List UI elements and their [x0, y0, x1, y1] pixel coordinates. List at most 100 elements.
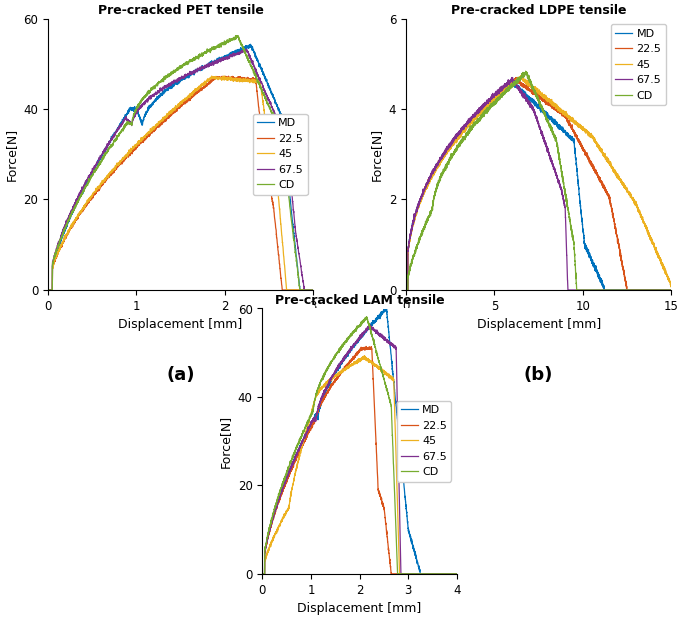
45	[253, 77, 261, 85]
22.5	[258, 570, 266, 578]
CD	[659, 286, 667, 294]
CD	[402, 286, 410, 294]
45	[166, 109, 174, 116]
22.5	[595, 173, 603, 181]
MD	[659, 286, 667, 294]
CD	[521, 67, 530, 75]
X-axis label: Displacement [mm]: Displacement [mm]	[119, 318, 242, 331]
67.5	[447, 570, 456, 578]
22.5	[447, 570, 456, 578]
Title: Pre-cracked LAM tensile: Pre-cracked LAM tensile	[275, 294, 445, 307]
MD	[447, 570, 456, 578]
Line: 22.5: 22.5	[48, 76, 313, 290]
CD	[234, 32, 242, 39]
67.5	[301, 286, 310, 294]
45	[220, 72, 228, 80]
MD	[508, 77, 516, 84]
MD	[253, 55, 261, 62]
CD	[667, 286, 675, 294]
MD	[412, 551, 420, 558]
67.5	[242, 46, 250, 53]
MD	[595, 273, 603, 280]
22.5	[514, 77, 522, 85]
22.5	[301, 286, 310, 294]
67.5	[402, 286, 410, 294]
67.5	[365, 321, 373, 329]
CD	[453, 570, 461, 578]
CD	[412, 570, 420, 578]
CD	[58, 233, 66, 241]
22.5	[44, 286, 52, 294]
45	[528, 84, 536, 91]
67.5	[453, 570, 461, 578]
MD	[402, 286, 410, 294]
MD	[416, 570, 425, 578]
22.5	[646, 286, 654, 294]
45	[348, 361, 356, 368]
MD	[353, 338, 361, 346]
CD	[301, 286, 310, 294]
45	[447, 570, 456, 578]
CD	[393, 570, 401, 578]
67.5	[353, 337, 361, 345]
CD	[513, 78, 521, 85]
45	[402, 286, 410, 294]
67.5	[309, 286, 317, 294]
Line: 67.5: 67.5	[406, 78, 671, 290]
CD	[516, 76, 524, 83]
45	[646, 234, 654, 241]
CD	[646, 286, 654, 294]
Line: 22.5: 22.5	[406, 78, 671, 290]
MD	[646, 286, 654, 294]
CD	[309, 286, 317, 294]
Line: CD: CD	[48, 36, 313, 290]
45	[516, 77, 524, 84]
45	[268, 537, 276, 544]
MD	[44, 286, 52, 294]
45	[301, 286, 310, 294]
22.5	[512, 74, 521, 81]
Line: 45: 45	[406, 75, 671, 290]
Legend: MD, 22.5, 45, 67.5, CD: MD, 22.5, 45, 67.5, CD	[253, 114, 308, 195]
45	[258, 570, 266, 578]
67.5	[58, 231, 66, 238]
MD	[268, 515, 276, 523]
22.5	[362, 343, 370, 350]
45	[453, 570, 461, 578]
67.5	[514, 83, 522, 90]
67.5	[166, 81, 174, 89]
67.5	[659, 286, 667, 294]
Line: 67.5: 67.5	[262, 325, 457, 574]
67.5	[268, 517, 276, 524]
MD	[247, 41, 255, 48]
22.5	[516, 77, 524, 84]
67.5	[595, 286, 603, 294]
Y-axis label: Force[N]: Force[N]	[371, 128, 384, 181]
X-axis label: Displacement [mm]: Displacement [mm]	[297, 602, 422, 615]
MD	[528, 97, 536, 105]
45	[353, 358, 361, 366]
22.5	[528, 89, 536, 97]
22.5	[353, 350, 361, 357]
67.5	[412, 570, 420, 578]
MD	[382, 304, 390, 311]
MD	[348, 344, 356, 352]
22.5	[447, 570, 456, 578]
22.5	[412, 570, 420, 578]
Line: CD: CD	[262, 317, 457, 574]
67.5	[348, 344, 356, 351]
Line: MD: MD	[48, 44, 313, 290]
22.5	[453, 570, 461, 578]
CD	[447, 570, 456, 578]
Title: Pre-cracked PET tensile: Pre-cracked PET tensile	[98, 4, 264, 17]
MD	[514, 83, 522, 90]
22.5	[253, 87, 261, 94]
Y-axis label: Force[N]: Force[N]	[219, 415, 232, 468]
MD	[258, 570, 266, 578]
CD	[447, 570, 456, 578]
MD	[173, 78, 181, 86]
22.5	[225, 72, 233, 80]
MD	[301, 286, 310, 294]
45	[301, 286, 310, 294]
45	[659, 263, 667, 271]
